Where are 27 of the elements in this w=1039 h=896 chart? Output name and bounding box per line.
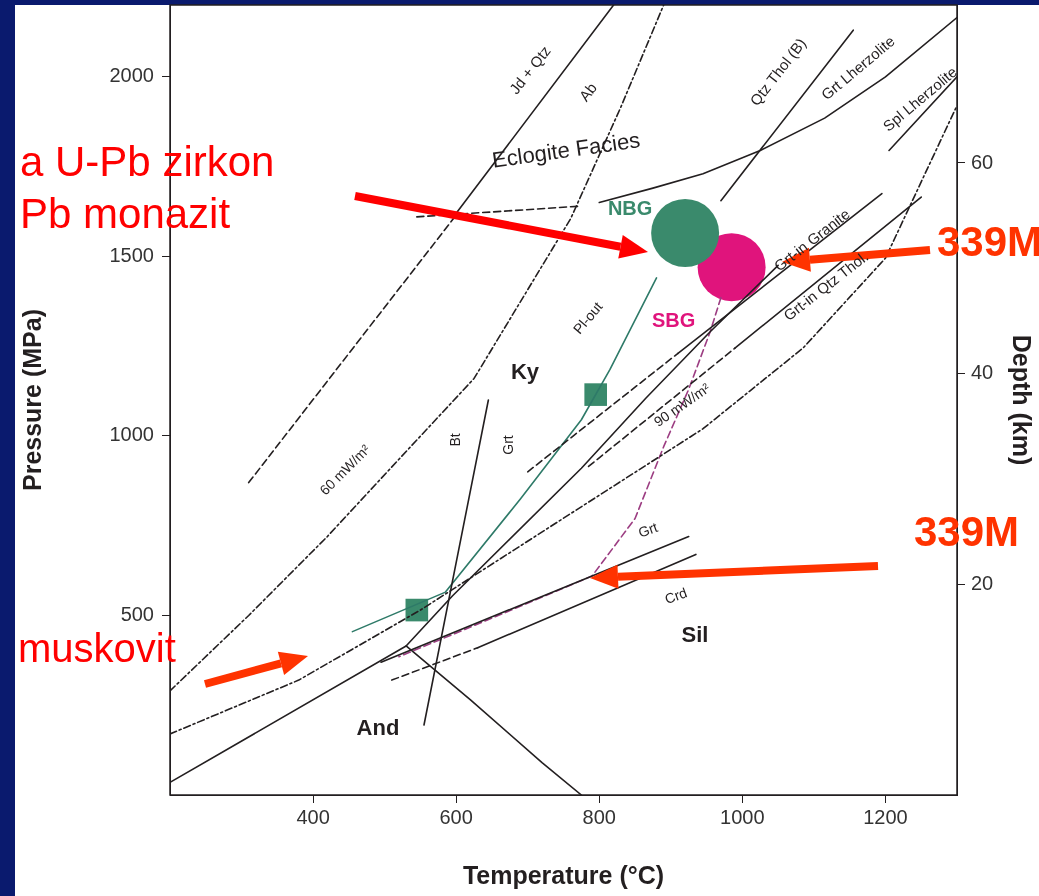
x-tick-label: 800 bbox=[582, 805, 616, 828]
y-axis-title: Pressure (MPa) bbox=[17, 308, 46, 492]
series-label: SBG bbox=[651, 308, 696, 331]
y-tick-label: 1000 bbox=[109, 423, 154, 446]
x-tick-label: 1200 bbox=[863, 805, 908, 828]
y2-tick-label: 60 bbox=[971, 150, 994, 173]
series-label: NBG bbox=[607, 196, 653, 219]
annotation: Jd + Qtz bbox=[505, 42, 554, 98]
y2-axis-title: Depth (km) bbox=[1008, 334, 1037, 466]
x-axis-title: Temperature (°C) bbox=[462, 860, 665, 889]
annotation: Ky bbox=[510, 359, 540, 385]
annotation: Grt bbox=[636, 518, 660, 541]
y2-tick-label: 40 bbox=[971, 361, 994, 384]
x-tick-label: 1000 bbox=[720, 805, 765, 828]
annotation: Sil bbox=[681, 622, 709, 648]
annotation: Grt bbox=[499, 435, 516, 455]
annotation: Crd bbox=[662, 584, 690, 608]
y2-tick-label: 20 bbox=[971, 571, 994, 594]
annotation: And bbox=[356, 715, 400, 741]
x-tick-label: 600 bbox=[439, 805, 473, 828]
annotation: Ab bbox=[575, 79, 601, 105]
annotation: Bt bbox=[446, 433, 463, 447]
annotation: Eclogite Facies bbox=[490, 127, 642, 173]
y-tick-label: 1500 bbox=[109, 243, 154, 266]
x-tick-label: 400 bbox=[296, 805, 330, 828]
y-tick-label: 500 bbox=[120, 602, 154, 625]
y-tick-label: 2000 bbox=[109, 64, 154, 87]
